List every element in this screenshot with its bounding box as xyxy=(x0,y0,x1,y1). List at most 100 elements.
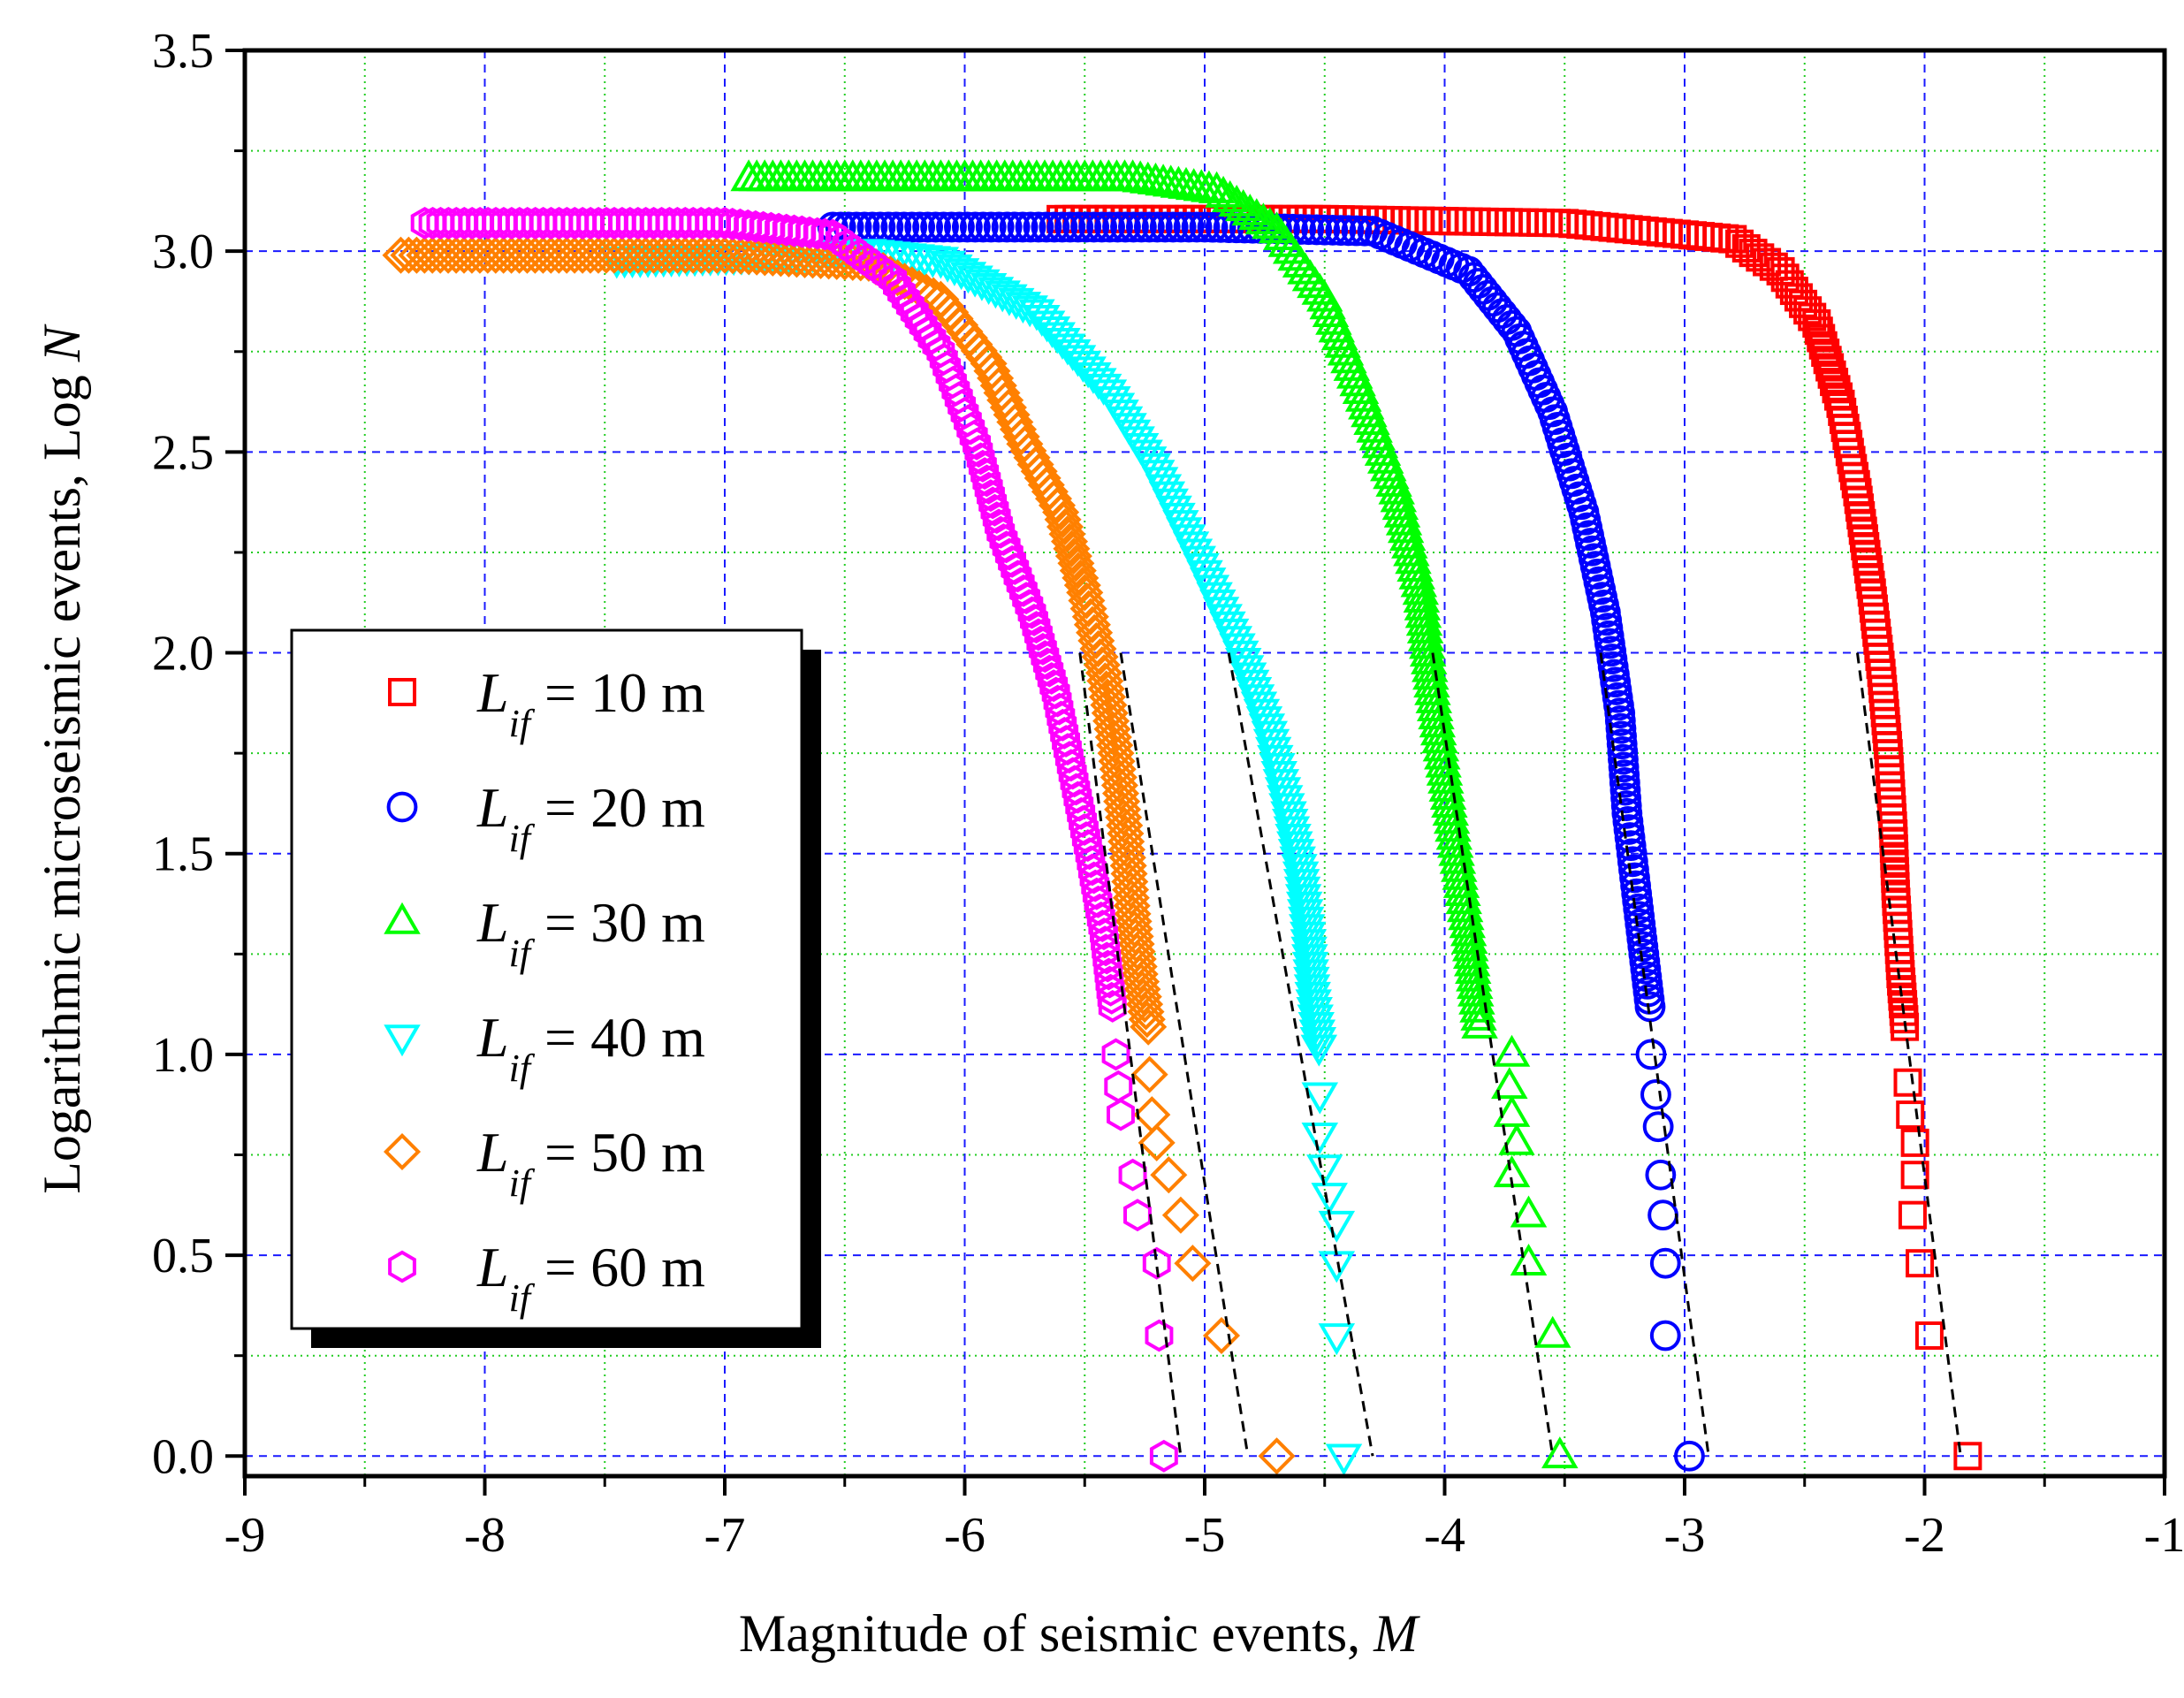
legend: Lif = 10 m Lif = 20 m Lif = 30 m Lif = 40 m… xyxy=(290,628,821,1348)
data-layer xyxy=(382,159,1982,1476)
data-point xyxy=(1906,1249,1935,1278)
series-5 xyxy=(382,236,1296,1475)
legend-item: Lif = 20 m xyxy=(386,776,705,860)
data-point xyxy=(1254,736,1292,769)
data-point xyxy=(1063,567,1101,605)
data-point xyxy=(1173,211,1205,243)
data-point xyxy=(1442,857,1479,890)
data-point xyxy=(936,211,967,243)
data-point xyxy=(1109,847,1147,885)
data-point xyxy=(1031,211,1062,243)
data-point xyxy=(1395,542,1432,575)
data-point xyxy=(1640,1078,1671,1110)
data-point xyxy=(1070,211,1102,243)
data-point xyxy=(1031,640,1060,674)
x-tick-label: -2 xyxy=(1904,1508,1945,1563)
data-point xyxy=(1252,728,1290,761)
legend-marker xyxy=(383,1132,422,1171)
data-point xyxy=(1118,211,1149,243)
data-point xyxy=(1424,737,1461,770)
legend-marker xyxy=(384,902,421,934)
data-point xyxy=(762,240,800,278)
data-point xyxy=(1218,184,1255,217)
data-point xyxy=(1161,1196,1199,1234)
legend-item: Lif = 40 m xyxy=(384,1006,705,1090)
data-point xyxy=(738,238,776,276)
data-point xyxy=(970,457,1000,491)
data-point xyxy=(1260,761,1297,794)
data-point xyxy=(1415,681,1453,713)
data-point xyxy=(1431,785,1468,818)
data-point xyxy=(1092,933,1121,967)
data-point xyxy=(1813,346,1842,375)
data-point xyxy=(1385,503,1423,536)
data-point xyxy=(1103,782,1141,820)
data-point xyxy=(1635,1039,1667,1070)
data-point xyxy=(1333,215,1365,247)
data-point xyxy=(1105,798,1143,836)
x-tick-label: -1 xyxy=(2144,1508,2184,1563)
data-point xyxy=(1094,211,1125,243)
data-point xyxy=(1295,989,1332,1022)
data-point xyxy=(1284,884,1322,917)
data-point xyxy=(1231,194,1269,226)
data-point xyxy=(1098,742,1136,780)
data-point xyxy=(1387,511,1425,544)
data-point xyxy=(1634,991,1666,1023)
data-point xyxy=(1318,1323,1356,1356)
data-point xyxy=(1099,750,1137,788)
data-point xyxy=(1098,989,1127,1023)
data-point xyxy=(1251,720,1289,753)
data-point xyxy=(1808,331,1838,360)
data-point xyxy=(1311,1183,1348,1215)
data-point xyxy=(705,236,744,274)
x-axis-title: Magnitude of seismic events, M xyxy=(739,1604,1420,1663)
data-point xyxy=(1046,507,1084,546)
data-point xyxy=(1262,769,1300,802)
data-point xyxy=(1059,552,1097,590)
data-point xyxy=(1102,211,1133,243)
data-point xyxy=(1108,839,1146,877)
data-point xyxy=(1062,559,1100,597)
data-point xyxy=(1817,360,1846,389)
data-point xyxy=(1434,810,1472,842)
data-point xyxy=(1822,375,1851,404)
data-point xyxy=(1142,1246,1171,1280)
y-axis-title: Logarithmic microseismic events, Log N xyxy=(33,324,91,1193)
data-point xyxy=(982,501,1011,535)
data-point xyxy=(1123,1199,1152,1232)
data-point xyxy=(1198,171,1236,203)
data-point xyxy=(1048,515,1086,553)
data-point xyxy=(888,211,920,243)
data-point xyxy=(1023,211,1054,243)
fit-line-1 xyxy=(1855,652,1962,1457)
data-point xyxy=(1380,480,1418,513)
data-point xyxy=(1093,710,1131,748)
data-point xyxy=(1174,1245,1212,1283)
data-point xyxy=(698,236,736,274)
data-point xyxy=(1087,670,1125,708)
data-point xyxy=(1078,211,1110,243)
data-point xyxy=(1286,899,1324,932)
data-point xyxy=(786,240,824,278)
data-point xyxy=(1432,794,1470,826)
data-point xyxy=(1802,308,1831,338)
data-point xyxy=(1090,918,1118,951)
data-point xyxy=(1015,211,1046,243)
data-point xyxy=(1097,981,1126,1015)
data-point xyxy=(1024,618,1053,651)
data-point xyxy=(1291,944,1328,977)
data-point xyxy=(1092,702,1130,740)
data-point xyxy=(826,243,864,281)
data-point xyxy=(778,240,816,278)
data-point xyxy=(1493,1034,1531,1067)
fit-line-2 xyxy=(1599,652,1710,1457)
data-point xyxy=(1189,211,1221,243)
data-point xyxy=(963,427,991,461)
fit-line-3 xyxy=(1431,652,1555,1457)
data-point xyxy=(1438,834,1475,866)
data-point xyxy=(1493,1094,1531,1127)
tick-labels: -9 -8 -7 -6 -5 -4 -3 -2 -1 0.0 0.5 1.0 1.5 2.0 2.5 3.0 3… xyxy=(152,24,2184,1563)
data-point xyxy=(1341,215,1373,247)
data-point xyxy=(1287,906,1325,939)
